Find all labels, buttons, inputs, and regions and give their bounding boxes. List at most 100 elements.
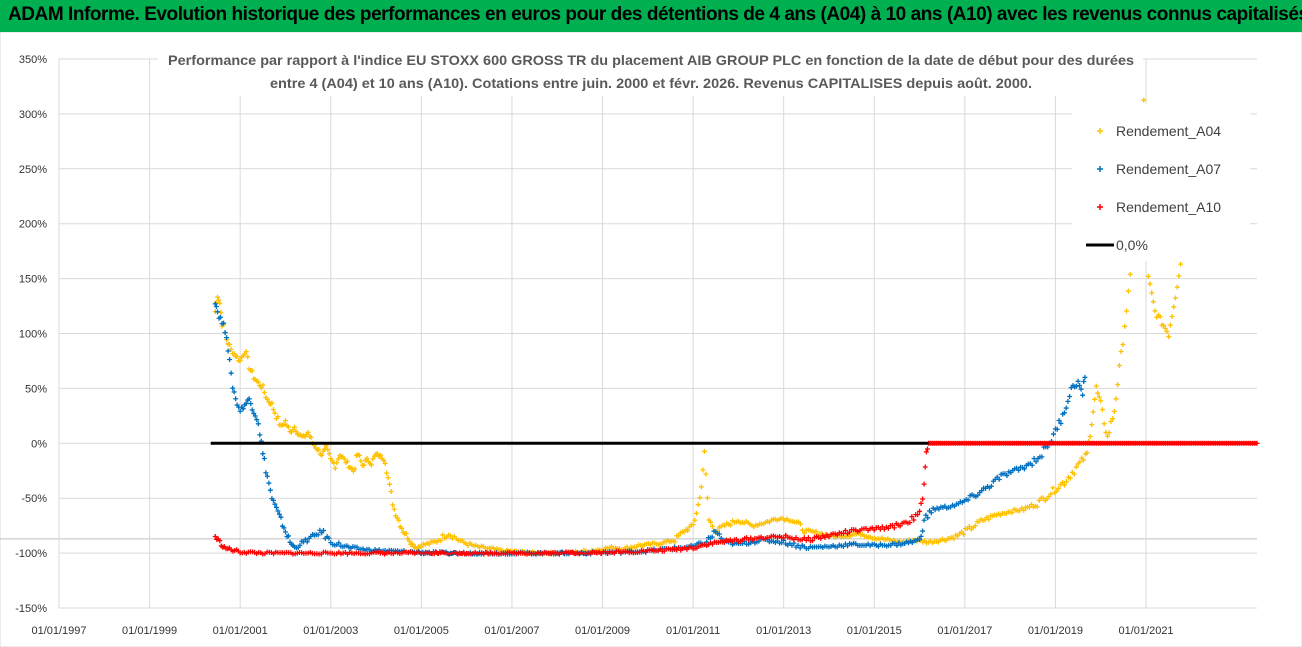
- title-banner: ADAM Informe. Evolution historique des p…: [0, 0, 1302, 32]
- data-point: [364, 455, 370, 461]
- data-point: [1060, 480, 1066, 486]
- data-point: [1169, 313, 1175, 319]
- data-point: [213, 304, 219, 310]
- data-point: [272, 501, 278, 507]
- data-point: [1056, 485, 1062, 491]
- data-point: [1167, 322, 1173, 328]
- banner-title: ADAM Informe. Evolution historique des p…: [8, 4, 1302, 25]
- data-point: [1172, 295, 1178, 301]
- data-point: [1048, 491, 1054, 497]
- x-tick-label: 01/01/2013: [756, 625, 811, 637]
- legend-label: Rendement_A07: [1116, 161, 1221, 177]
- data-point: [273, 504, 279, 510]
- data-point: [1116, 362, 1122, 368]
- data-point: [1054, 488, 1060, 494]
- data-point: [692, 517, 698, 523]
- data-point: [231, 389, 237, 395]
- data-point: [1021, 507, 1027, 513]
- data-point: [382, 460, 388, 466]
- data-point: [1004, 473, 1010, 479]
- data-point: [907, 520, 913, 526]
- data-point: [891, 525, 897, 531]
- legend-label: 0,0%: [1116, 237, 1148, 253]
- data-point: [915, 512, 921, 518]
- data-point: [1093, 383, 1099, 389]
- data-point: [418, 544, 424, 550]
- data-point: [319, 452, 325, 458]
- data-point: [246, 396, 252, 402]
- data-point: [336, 540, 342, 546]
- data-point: [261, 455, 267, 461]
- data-point: [217, 538, 223, 544]
- data-point: [697, 495, 703, 501]
- data-point: [1054, 426, 1060, 432]
- data-point: [685, 528, 691, 534]
- data-point: [961, 531, 967, 537]
- data-point: [215, 294, 221, 300]
- data-point: [308, 434, 314, 440]
- data-point: [361, 462, 367, 468]
- data-point: [375, 451, 381, 457]
- data-point: [708, 519, 714, 525]
- data-point: [212, 534, 218, 540]
- data-point: [1050, 485, 1056, 491]
- data-point: [703, 471, 709, 477]
- data-point: [352, 466, 358, 472]
- data-point: [1016, 467, 1022, 473]
- legend: Rendement_A04 Rendement_A07 Rendement_A10 0…: [1072, 104, 1250, 261]
- data-point: [972, 523, 978, 529]
- data-point: [285, 424, 291, 430]
- data-point: [260, 451, 266, 457]
- y-tick-label: 350%: [19, 54, 47, 66]
- data-point: [243, 400, 249, 406]
- data-point: [278, 514, 284, 520]
- data-point: [335, 456, 341, 462]
- y-tick-label: -100%: [15, 548, 47, 560]
- data-point: [1065, 398, 1071, 404]
- data-point: [275, 508, 281, 514]
- data-point: [1058, 420, 1064, 426]
- data-point: [909, 514, 915, 520]
- data-point: [234, 354, 240, 360]
- data-point: [263, 470, 269, 476]
- x-tick-label: 01/01/2015: [847, 625, 902, 637]
- data-point: [297, 542, 303, 548]
- data-point: [341, 456, 347, 462]
- data-point: [370, 456, 376, 462]
- data-point: [305, 429, 311, 435]
- data-point: [358, 458, 364, 464]
- legend-label: Rendement_A10: [1116, 199, 1221, 215]
- data-point: [369, 462, 375, 468]
- data-point: [267, 487, 273, 493]
- data-point: [264, 396, 270, 402]
- data-point: [1174, 284, 1180, 290]
- data-point: [955, 533, 961, 539]
- data-point: [1110, 416, 1116, 422]
- data-point: [245, 354, 251, 360]
- data-point: [1073, 464, 1079, 470]
- data-point: [728, 522, 734, 528]
- x-tick-label: 01/01/2003: [303, 625, 358, 637]
- data-point: [1075, 378, 1081, 384]
- data-point: [922, 464, 928, 470]
- data-point: [391, 506, 397, 512]
- data-point: [925, 515, 931, 521]
- data-point: [1122, 323, 1128, 329]
- data-point: [426, 541, 432, 547]
- data-point: [1044, 496, 1050, 502]
- data-point: [255, 421, 261, 427]
- data-point: [292, 424, 298, 430]
- data-point: [1080, 392, 1086, 398]
- data-point: [409, 541, 415, 547]
- x-tick-label: 01/01/2007: [484, 625, 539, 637]
- data-point: [1082, 374, 1088, 380]
- data-point: [1178, 261, 1184, 267]
- data-point: [1101, 421, 1107, 427]
- data-point: [1081, 457, 1087, 463]
- data-point: [1105, 433, 1111, 439]
- data-point: [1078, 386, 1084, 392]
- data-point: [276, 511, 282, 517]
- data-point: [264, 473, 270, 479]
- data-point: [227, 357, 233, 363]
- data-point: [1147, 281, 1153, 287]
